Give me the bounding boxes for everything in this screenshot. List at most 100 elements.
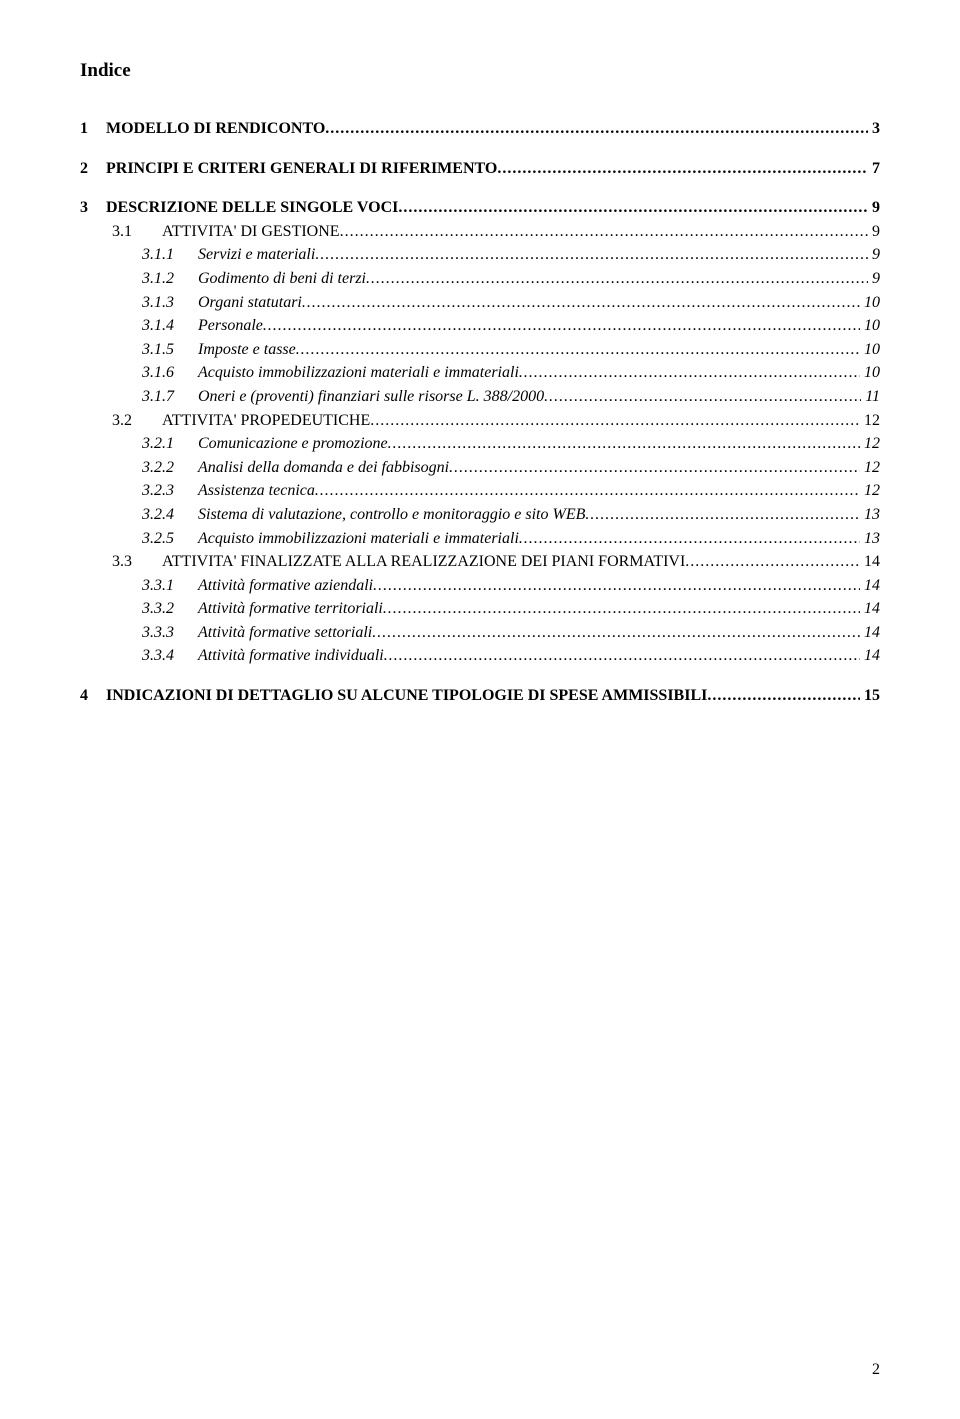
toc-entry-label: INDICAZIONI DI DETTAGLIO SU ALCUNE TIPOL… <box>106 685 707 707</box>
toc-entry-number: 3.3.4 <box>142 645 198 667</box>
toc-entry-page: 12 <box>860 410 880 432</box>
toc-entry: 3.2.5Acquisto immobilizzazioni materiali… <box>80 528 880 550</box>
toc-entry: 3.1.2Godimento di beni di terzi 9 <box>80 268 880 290</box>
toc-entry-number: 3.1.1 <box>142 244 198 266</box>
toc-entry-number: 3 <box>80 197 106 219</box>
toc-leader-dots <box>372 622 860 644</box>
toc-entry-page: 9 <box>868 197 880 219</box>
toc-entry-page: 9 <box>868 221 880 243</box>
toc-entry-page: 11 <box>861 386 880 408</box>
toc-leader-dots <box>544 386 861 408</box>
toc-entry-page: 15 <box>860 685 880 707</box>
toc-entry: 3.3.3Attività formative settoriali 14 <box>80 622 880 644</box>
toc-entry: 3.3.4Attività formative individuali14 <box>80 645 880 667</box>
toc-leader-dots <box>370 410 860 432</box>
toc-entry-number: 3.1.6 <box>142 362 198 384</box>
toc-entry: 3.3.1Attività formative aziendali 14 <box>80 575 880 597</box>
toc-entry-page: 3 <box>868 118 880 140</box>
toc-entry-number: 3.1 <box>112 221 162 243</box>
toc-entry: 3.3.2Attività formative territoriali 14 <box>80 598 880 620</box>
toc-entry-label: Attività formative territoriali <box>198 598 383 620</box>
toc-leader-dots <box>373 575 860 597</box>
toc-entry-label: DESCRIZIONE DELLE SINGOLE VOCI <box>106 197 398 219</box>
toc-entry-label: ATTIVITA' PROPEDEUTICHE <box>162 410 370 432</box>
toc-entry-label: Acquisto immobilizzazioni materiali e im… <box>198 362 519 384</box>
toc-entry: 3.1.1Servizi e materiali 9 <box>80 244 880 266</box>
toc-leader-dots <box>366 268 868 290</box>
toc-entry-number: 3.2.1 <box>142 433 198 455</box>
toc-leader-dots <box>707 685 860 707</box>
toc-entry: 3DESCRIZIONE DELLE SINGOLE VOCI 9 <box>80 197 880 219</box>
toc-entry-page: 7 <box>868 158 880 180</box>
toc-entry-label: Personale <box>198 315 263 337</box>
toc-entry-number: 3.2.2 <box>142 457 198 479</box>
toc-leader-dots <box>302 292 860 314</box>
toc-entry: 3.2ATTIVITA' PROPEDEUTICHE 12 <box>80 410 880 432</box>
toc-entry-page: 9 <box>868 244 880 266</box>
toc-entry-page: 14 <box>860 622 880 644</box>
toc-entry-number: 3.1.4 <box>142 315 198 337</box>
toc-entry-label: Godimento di beni di terzi <box>198 268 366 290</box>
toc-entry-number: 3.3.3 <box>142 622 198 644</box>
toc-leader-dots <box>388 433 860 455</box>
toc-entry-label: Attività formative settoriali <box>198 622 372 644</box>
toc-entry-number: 3.1.7 <box>142 386 198 408</box>
toc-leader-dots <box>325 118 868 140</box>
toc-entry-number: 3.3 <box>112 551 162 573</box>
toc-leader-dots <box>449 457 860 479</box>
toc-entry-page: 12 <box>860 433 880 455</box>
toc-entry-page: 12 <box>860 480 880 502</box>
toc-leader-dots <box>340 221 868 243</box>
toc-entry-label: Servizi e materiali <box>198 244 315 266</box>
toc-entry-page: 14 <box>860 598 880 620</box>
toc-leader-dots <box>315 244 868 266</box>
toc-entry: 3.2.1Comunicazione e promozione 12 <box>80 433 880 455</box>
toc-entry: 3.2.2Analisi della domanda e dei fabbiso… <box>80 457 880 479</box>
toc-entry: 3.1.5Imposte e tasse10 <box>80 339 880 361</box>
toc-leader-dots <box>296 339 860 361</box>
toc-entry-page: 14 <box>860 575 880 597</box>
toc-entry-page: 9 <box>868 268 880 290</box>
toc-entry: 3.1ATTIVITA' DI GESTIONE9 <box>80 221 880 243</box>
toc-entry-number: 3.3.1 <box>142 575 198 597</box>
toc-entry-page: 13 <box>860 504 880 526</box>
toc-leader-dots <box>384 645 860 667</box>
toc-entry-number: 3.1.3 <box>142 292 198 314</box>
toc-leader-dots <box>685 551 860 573</box>
toc-entry-label: Comunicazione e promozione <box>198 433 388 455</box>
toc-entry-page: 14 <box>860 551 880 573</box>
toc-entry-label: Sistema di valutazione, controllo e moni… <box>198 504 585 526</box>
toc-entry-label: Attività formative aziendali <box>198 575 373 597</box>
toc-entry-page: 13 <box>860 528 880 550</box>
toc-leader-dots <box>315 480 860 502</box>
toc-entry-number: 3.3.2 <box>142 598 198 620</box>
toc-entry-number: 3.1.2 <box>142 268 198 290</box>
toc-entry-label: Organi statutari <box>198 292 302 314</box>
toc-leader-dots <box>519 362 860 384</box>
toc-entry-number: 3.2.3 <box>142 480 198 502</box>
toc-leader-dots <box>383 598 860 620</box>
toc-entry: 3.1.7Oneri e (proventi) finanziari sulle… <box>80 386 880 408</box>
toc-entry-page: 10 <box>860 292 880 314</box>
toc-entry-page: 10 <box>860 339 880 361</box>
toc-entry-label: ATTIVITA' FINALIZZATE ALLA REALIZZAZIONE… <box>162 551 685 573</box>
toc-entry-label: Analisi della domanda e dei fabbisogni <box>198 457 449 479</box>
toc-entry-label: Acquisto immobilizzazioni materiali e im… <box>198 528 519 550</box>
toc-entry-label: MODELLO DI RENDICONTO <box>106 118 325 140</box>
toc-entry-label: Imposte e tasse <box>198 339 296 361</box>
toc-leader-dots <box>497 158 868 180</box>
toc-entry-number: 2 <box>80 158 106 180</box>
toc-entry: 3.1.6Acquisto immobilizzazioni materiali… <box>80 362 880 384</box>
toc-entry-label: Assistenza tecnica <box>198 480 315 502</box>
toc-entry-number: 3.2 <box>112 410 162 432</box>
toc-entry-label: Attività formative individuali <box>198 645 384 667</box>
toc-entry-label: Oneri e (proventi) finanziari sulle riso… <box>198 386 544 408</box>
toc-container: 1MODELLO DI RENDICONTO32PRINCIPI E CRITE… <box>80 118 880 707</box>
toc-entry: 3.1.4Personale10 <box>80 315 880 337</box>
toc-title: Indice <box>80 60 880 82</box>
toc-entry-label: PRINCIPI E CRITERI GENERALI DI RIFERIMEN… <box>106 158 497 180</box>
toc-leader-dots <box>585 504 860 526</box>
toc-entry: 2PRINCIPI E CRITERI GENERALI DI RIFERIME… <box>80 158 880 180</box>
toc-entry-number: 3.2.5 <box>142 528 198 550</box>
toc-entry-page: 12 <box>860 457 880 479</box>
